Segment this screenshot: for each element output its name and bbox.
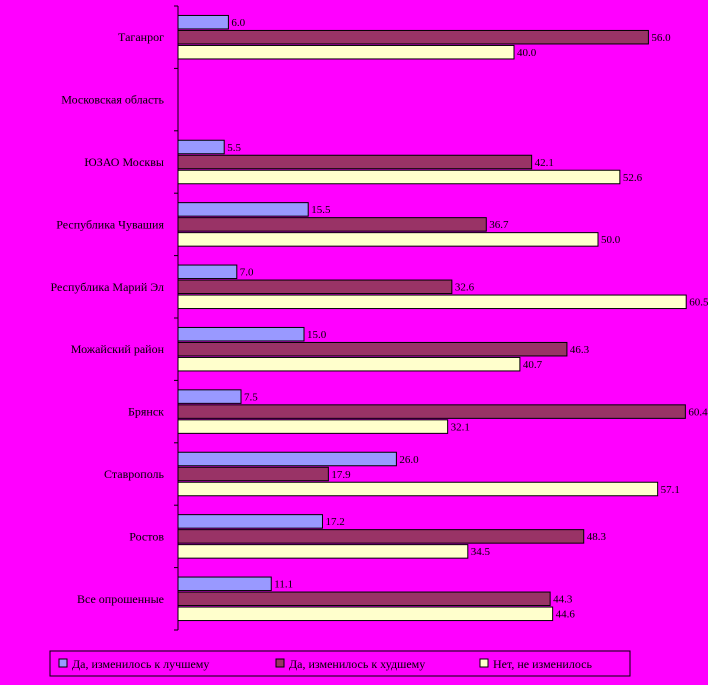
bar-2 (177, 466, 329, 482)
bar-2 (177, 529, 585, 544)
bar-2 (177, 591, 551, 607)
legend: Да, изменилось к лучшему Да, изменилось к… (49, 650, 631, 677)
bar-3 (177, 419, 449, 434)
bar-3 (177, 606, 554, 622)
legend-label: Да, изменилось к лучшему (72, 657, 209, 671)
data-label: 26.0 (399, 454, 419, 466)
bar-1 (177, 139, 225, 155)
bar-2 (177, 29, 649, 45)
data-label: 52.6 (623, 172, 643, 184)
category-label: Ставрополь (104, 467, 164, 481)
data-label: 57.1 (661, 484, 680, 496)
data-label: 32.1 (451, 421, 470, 433)
bar-1 (177, 576, 272, 592)
bar-1 (177, 514, 323, 529)
category-label: Можайский район (71, 342, 165, 356)
category-label: Все опрошенные (77, 592, 164, 606)
data-label: 40.0 (517, 47, 537, 59)
category-label: Республика Марий Эл (50, 280, 164, 294)
legend-swatch (58, 658, 68, 668)
data-label: 56.0 (651, 32, 671, 44)
data-label: 42.1 (535, 157, 554, 169)
data-label: 7.5 (244, 391, 258, 403)
bar-1 (177, 14, 229, 30)
legend-box (49, 650, 631, 677)
bar-3 (177, 481, 659, 497)
data-label: 50.0 (601, 234, 621, 246)
data-label: 11.1 (274, 579, 293, 591)
bar-1 (177, 326, 305, 342)
bar-2 (177, 341, 568, 357)
bar-2 (177, 404, 686, 419)
category-label: Брянск (128, 405, 164, 419)
bar-1 (177, 202, 309, 217)
bar-3 (177, 356, 521, 372)
bar-1 (177, 451, 397, 467)
category-label: Республика Чувашия (56, 217, 164, 231)
bar-2 (177, 217, 487, 232)
bar-1 (177, 389, 242, 404)
data-label: 44.3 (553, 594, 573, 606)
bar-2 (177, 279, 453, 295)
legend-swatch (275, 658, 285, 668)
data-label: 40.7 (523, 359, 543, 371)
category-label: Ростов (129, 529, 164, 543)
category-label: Московская область (61, 93, 164, 107)
legend-swatch (479, 658, 489, 668)
bar-3 (177, 232, 599, 247)
data-label: 15.5 (311, 204, 331, 216)
plot-area: Таганрог 6.0 56.0 40.0 Московская область ЮЗА… (50, 5, 708, 631)
legend-label: Да, изменилось к худшему (289, 657, 425, 671)
category-label: ЮЗАО Москвы (84, 155, 164, 169)
data-label: 34.5 (471, 546, 491, 558)
data-label: 7.0 (240, 267, 254, 279)
data-label: 32.6 (455, 282, 475, 294)
bar-3 (177, 44, 515, 60)
category-label: Таганрог (118, 30, 164, 44)
bar-3 (177, 169, 621, 185)
legend-label: Нет, не изменилось (493, 657, 592, 671)
bar-3 (177, 294, 687, 310)
bar-2 (177, 154, 533, 170)
data-label: 48.3 (587, 531, 607, 543)
data-label: 17.2 (325, 516, 344, 528)
data-label: 5.5 (227, 142, 241, 154)
data-label: 15.0 (307, 329, 327, 341)
bar-1 (177, 264, 238, 280)
data-label: 60.5 (689, 297, 708, 309)
data-label: 17.9 (331, 469, 351, 481)
bar-3 (177, 544, 469, 559)
data-label: 6.0 (231, 17, 245, 29)
data-label: 60.4 (688, 406, 708, 418)
data-label: 36.7 (489, 219, 509, 231)
data-label: 44.6 (556, 609, 576, 621)
data-label: 46.3 (570, 344, 590, 356)
